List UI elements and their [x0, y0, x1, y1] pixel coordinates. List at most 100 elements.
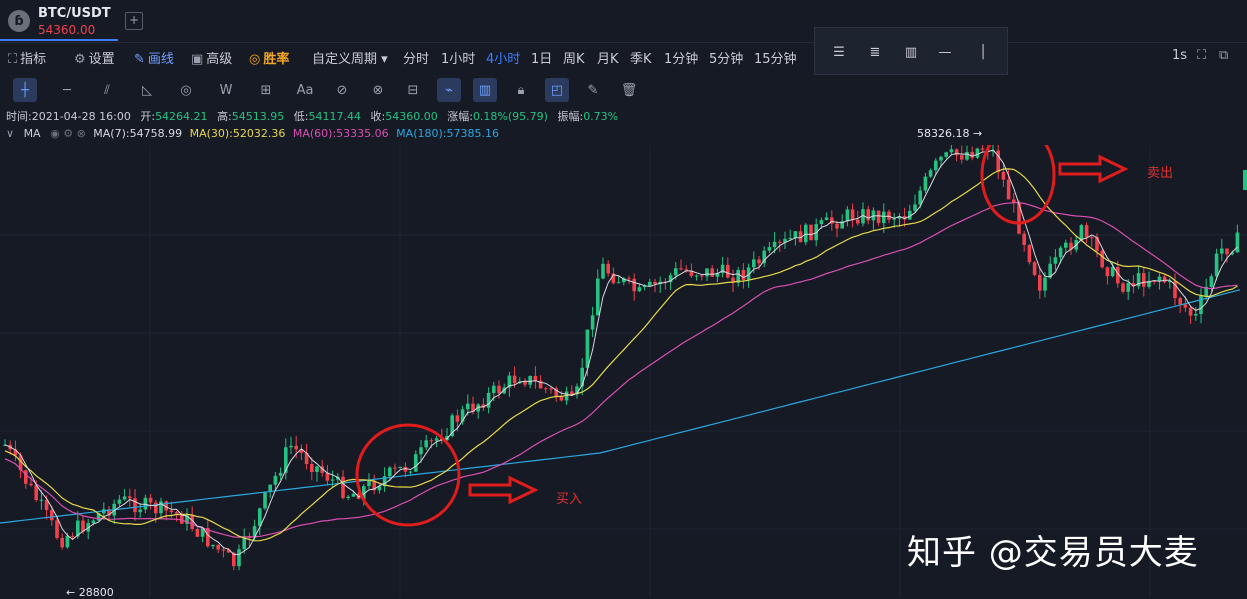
candle	[492, 385, 496, 393]
candle	[24, 470, 28, 484]
candle	[601, 263, 605, 279]
candlestick-chart[interactable]	[0, 145, 1247, 598]
candle	[746, 267, 751, 280]
candle	[232, 552, 236, 567]
text-icon[interactable]: Aa	[296, 82, 314, 98]
settings-icon[interactable]: ⚙	[63, 127, 74, 140]
menu-draw[interactable]: ✎ 画线	[134, 52, 174, 67]
candle	[429, 440, 434, 442]
candle	[159, 501, 163, 514]
parallel-channel-icon[interactable]: ⫽	[104, 82, 110, 98]
menu-settings[interactable]: ⚙ 设置	[74, 52, 115, 67]
candle	[741, 269, 746, 280]
eraser-icon[interactable]: ⊗	[372, 82, 384, 98]
candle	[1001, 171, 1006, 180]
candle	[616, 282, 621, 284]
period-month[interactable]: 月K	[597, 52, 619, 67]
sell-label: 卖出	[1147, 166, 1174, 181]
candle	[60, 537, 64, 548]
candle	[1230, 252, 1234, 255]
add-tab-button[interactable]: +	[125, 12, 143, 30]
ma30-line	[4, 168, 1238, 542]
candle	[824, 217, 829, 221]
crosshair-icon[interactable]: ┼	[13, 78, 37, 102]
hide-drawings-icon[interactable]: ◰	[545, 78, 569, 102]
eye-icon[interactable]: ◉	[50, 127, 60, 140]
candle	[1017, 202, 1021, 234]
wave-icon[interactable]: W	[219, 82, 233, 98]
candle	[575, 386, 579, 395]
period-4h[interactable]: 4小时	[486, 52, 521, 67]
vline-icon[interactable]: │	[979, 44, 987, 60]
lock-drawing-icon[interactable]: ▥	[473, 78, 497, 102]
candle	[819, 220, 824, 225]
restore-icon[interactable]: ⧉	[1219, 48, 1229, 63]
candle	[845, 209, 850, 222]
candle	[726, 264, 730, 278]
period-15m[interactable]: 15分钟	[754, 52, 797, 67]
ruler-icon[interactable]: ⊟	[407, 82, 419, 98]
line-style-popup: ☰ ≣ ▥ — │	[814, 27, 1008, 75]
grid-lines-icon[interactable]: ≣	[869, 44, 881, 60]
candle	[1116, 267, 1120, 284]
candle	[1152, 280, 1156, 282]
candle	[39, 499, 44, 501]
period-time-share[interactable]: 分时	[403, 52, 430, 67]
brush-icon[interactable]: ⊘	[336, 82, 348, 98]
ma7-line	[4, 149, 1238, 556]
candle	[788, 238, 792, 240]
menu-advanced[interactable]: ▣ 高级	[191, 52, 233, 67]
edit-icon[interactable]: ✎	[587, 82, 599, 98]
close-icon[interactable]: ⊗	[76, 127, 86, 140]
candle	[55, 520, 59, 538]
fullscreen-icon[interactable]: ⛶	[1197, 48, 1207, 63]
gear-icon: ⚙	[74, 52, 86, 67]
refresh-interval[interactable]: 1s	[1172, 48, 1188, 63]
triangle-icon[interactable]: ◺	[142, 82, 152, 98]
period-5m[interactable]: 5分钟	[709, 52, 744, 67]
pair-name[interactable]: BTC/USDT	[38, 6, 111, 21]
candle	[450, 415, 454, 437]
hline-icon[interactable]: —	[938, 44, 952, 60]
candle	[278, 472, 283, 476]
menu-win-rate[interactable]: ◎ 胜率	[249, 52, 290, 67]
candle	[226, 549, 231, 553]
period-1m[interactable]: 1分钟	[664, 52, 699, 67]
candle	[772, 241, 777, 248]
menu-custom-period[interactable]: 自定义周期 ▾	[312, 52, 388, 67]
candle	[642, 285, 647, 288]
candle	[1225, 248, 1229, 255]
period-1h[interactable]: 1小时	[441, 52, 476, 67]
candle	[377, 486, 382, 491]
period-week[interactable]: 周K	[563, 52, 585, 67]
candle	[980, 148, 985, 150]
period-quarter[interactable]: 季K	[630, 52, 652, 67]
candle	[611, 273, 616, 284]
candle	[211, 544, 215, 547]
candle	[887, 211, 891, 220]
trash-icon[interactable]: 🗑︎	[620, 82, 638, 98]
magnet-icon[interactable]: ⌁	[437, 78, 461, 102]
candle	[216, 544, 220, 550]
collapse-icon[interactable]: ∨	[6, 127, 15, 140]
candle	[622, 278, 626, 283]
horizontal-lines-icon[interactable]: ☰	[833, 44, 845, 60]
candle	[174, 512, 179, 514]
candle	[128, 496, 132, 499]
candle	[424, 440, 428, 448]
candle	[284, 447, 288, 473]
candle	[81, 520, 85, 532]
candle	[315, 466, 319, 472]
fibonacci-icon[interactable]: ◎	[180, 82, 192, 98]
candle	[1006, 179, 1011, 200]
menu-indicator[interactable]: ⛶ 指标	[8, 52, 47, 67]
bars-icon[interactable]: ▥	[904, 44, 918, 60]
measure-icon[interactable]: ⊞	[260, 82, 272, 98]
lock-icon[interactable]: 🔒︎	[517, 82, 525, 98]
horizontal-line-icon[interactable]: ─	[63, 82, 71, 98]
candle	[840, 221, 844, 229]
candle	[523, 381, 527, 385]
period-1d[interactable]: 1日	[531, 52, 553, 67]
candle	[778, 241, 782, 243]
candle	[1204, 286, 1208, 296]
